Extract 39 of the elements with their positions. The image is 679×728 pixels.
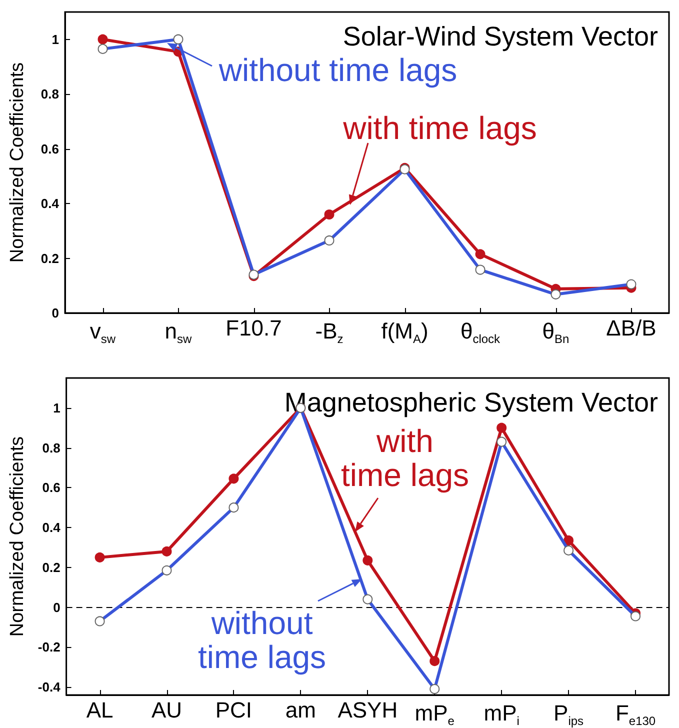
y-tick-label: 0.4 (40, 196, 60, 212)
y-tick-label: 1 (53, 400, 60, 416)
series-label: with time lags (340, 423, 470, 493)
point (564, 535, 574, 546)
y-tick-label: 0.6 (40, 141, 59, 156)
x-tick-label: PCI (215, 698, 252, 722)
point (430, 656, 440, 666)
point (324, 209, 334, 220)
y-tick-label: 0 (52, 306, 59, 320)
y-axis-title: Normalized Coefficients (7, 436, 28, 637)
x-tick-label: F10.7 (226, 316, 282, 340)
point (228, 474, 239, 484)
y-axis-title: Normalized Coefficients (7, 62, 28, 263)
x-tick-label: am (285, 698, 316, 722)
point (362, 555, 373, 566)
y-tick-label: 1 (52, 32, 59, 47)
y-tick-label: 0.8 (42, 440, 60, 456)
y-tick-label: 0.2 (40, 250, 59, 266)
series-label: with time lags (342, 110, 537, 146)
point (475, 249, 486, 260)
point (98, 34, 108, 44)
x-tick-label: AL (86, 698, 114, 722)
y-tick-label: -0.4 (38, 680, 62, 695)
y-tick-label: 0.2 (42, 560, 60, 575)
y-tick-label: 0.8 (40, 86, 59, 102)
y-tick-label: 0 (53, 600, 60, 615)
x-tick-label: ΔB/B (606, 316, 656, 340)
legend-label: without time lags (218, 52, 458, 88)
y-tick-label: -0.2 (38, 640, 60, 655)
point (162, 546, 172, 556)
x-tick-label: AU (151, 698, 182, 722)
point (94, 552, 105, 562)
chart-title: Magnetospheric System Vector (284, 388, 658, 418)
point (496, 422, 507, 433)
y-tick-label: 0.6 (42, 480, 60, 496)
x-tick-label: ASYH (338, 698, 398, 722)
legend-label: without time lags (198, 605, 326, 675)
y-tick-label: 0.4 (42, 520, 62, 536)
chart-title: Solar-Wind System Vector (342, 22, 658, 52)
